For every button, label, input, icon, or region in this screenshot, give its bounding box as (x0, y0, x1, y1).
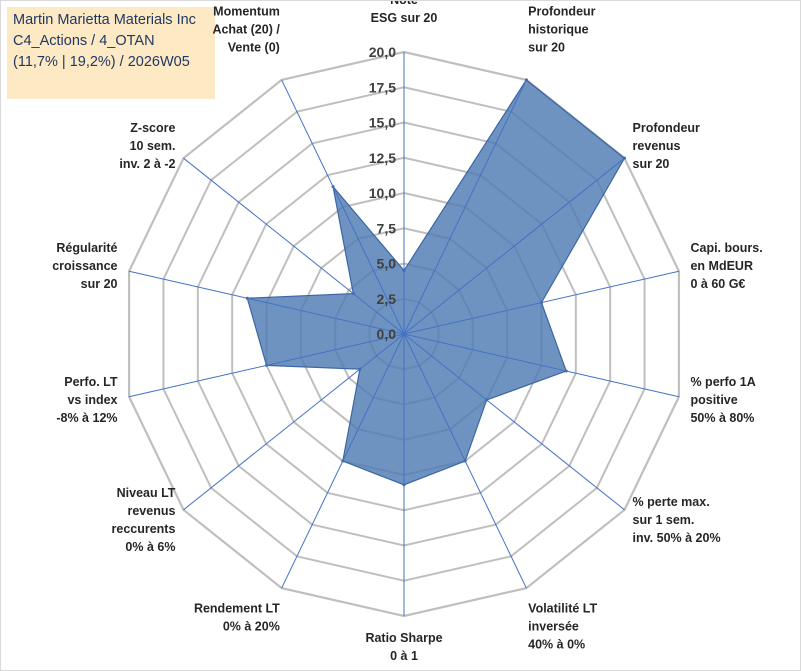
axis-label: Z-score 10 sem. inv. 2 à -2 (119, 121, 175, 171)
axis-label: Rendement LT 0% à 20% (194, 601, 280, 633)
axis-label: NoteESG sur 20 (371, 1, 438, 25)
axis-label: Niveau LT revenus reccurents 0% à 6% (112, 486, 176, 554)
axis-label: Profondeur historique sur 20 (528, 5, 595, 55)
axis-spoke (128, 270, 405, 335)
axis-label: Momentum Achat (20) / Vente (0) (212, 5, 280, 55)
axis-spoke (183, 157, 405, 335)
axis-label: Volatilité LT inversée 40% à 0% (528, 601, 597, 651)
axis-spoke (403, 333, 527, 589)
axis-spoke (403, 79, 527, 335)
axis-label: Perfo. LT vs index -8% à 12% (56, 375, 118, 425)
series-area (246, 79, 626, 486)
axis-label: Profondeur revenus sur 20 (633, 121, 700, 171)
chart-title-stats: (11,7% | 19,2%) / 2026W05 (13, 54, 190, 70)
radar-tick-labels: 0,0 2,5 5,0 7,5 10,0 12,5 15,0 17,5 20,0 (369, 44, 396, 342)
chart-title-box: Martin Marietta Materials Inc C4_Actions… (7, 7, 215, 99)
axis-spoke (403, 333, 625, 511)
tick-label: 17,5 (369, 79, 396, 95)
tick-label: 20,0 (369, 44, 396, 60)
axis-label: % perfo 1A positive 50% à 80% (690, 375, 755, 425)
chart-title-company: Martin Marietta Materials Inc (13, 12, 196, 28)
chart-title-category: C4_Actions / 4_OTAN (13, 33, 155, 49)
tick-label: 12,5 (369, 150, 396, 166)
axis-spoke (281, 79, 405, 335)
axis-spoke (281, 333, 405, 589)
tick-label: 7,5 (377, 220, 397, 236)
axis-label: % perte max. sur 1 sem. inv. 50% à 20% (633, 495, 721, 545)
axis-label: Ratio Sharpe 0 à 1 (365, 631, 442, 663)
axis-spoke (403, 333, 680, 398)
tick-label: 2,5 (377, 291, 397, 307)
tick-label: 15,0 (369, 115, 396, 131)
axis-label: Régularité croissance sur 20 (52, 241, 117, 291)
tick-label: 5,0 (377, 256, 397, 272)
tick-label: 10,0 (369, 185, 396, 201)
radar-spokes (128, 52, 680, 616)
tick-label: 0,0 (377, 326, 397, 342)
axis-spoke (403, 157, 625, 335)
axis-spoke (128, 333, 405, 398)
axis-label: Capi. bours. en MdEUR 0 à 60 G€ (690, 241, 762, 291)
axis-spoke (183, 333, 405, 511)
axis-spoke (403, 270, 680, 335)
